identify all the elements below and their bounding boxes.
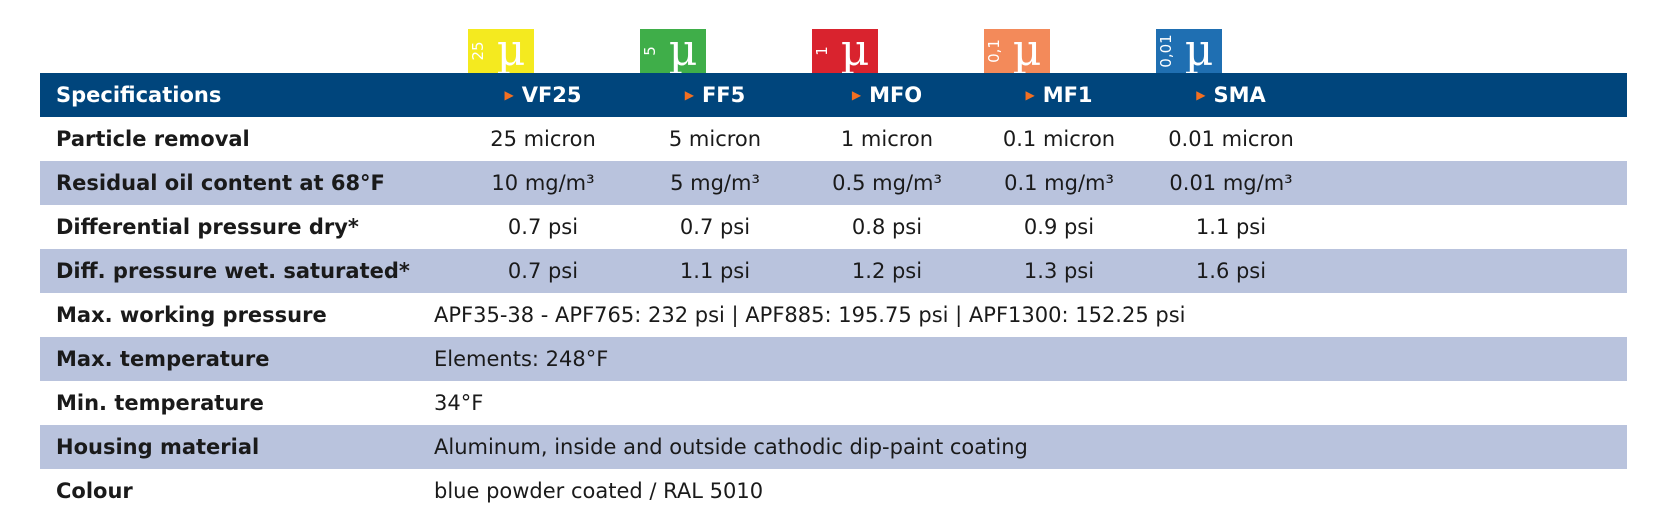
badge-value-bg: 1 <box>812 29 832 73</box>
table-row: Colour blue powder coated / RAL 5010 <box>40 469 1627 513</box>
grade-header: ▶ FF5 <box>640 73 790 117</box>
table-cell: 5 micron <box>668 127 762 151</box>
table-row: Residual oil content at 68°F 10 mg/m³ 5 … <box>40 161 1627 205</box>
badge-value-bg: 0,01 <box>1156 29 1176 73</box>
table-cell: 1.6 psi <box>1195 259 1267 283</box>
specifications-heading: Specifications <box>56 83 222 107</box>
row-label: Particle removal <box>56 127 250 151</box>
badge-value: 25 <box>469 41 487 61</box>
table-row: Max. temperature Elements: 248°F <box>40 337 1627 381</box>
row-label: Min. temperature <box>56 391 264 415</box>
table-cell: 25 micron <box>490 127 596 151</box>
grade-label: FF5 <box>701 83 746 107</box>
table-cell: 34°F <box>434 391 484 415</box>
table-cell: blue powder coated / RAL 5010 <box>434 479 764 503</box>
table-cell: 0.7 psi <box>679 215 751 239</box>
table-row: Housing material Aluminum, inside and ou… <box>40 425 1627 469</box>
table-row: Differential pressure dry* 0.7 psi 0.7 p… <box>40 205 1627 249</box>
badge-value-bg: 25 <box>468 29 488 73</box>
table-cell: APF35-38 - APF765: 232 psi | APF885: 195… <box>434 303 1186 327</box>
table-cell: 0.9 psi <box>1023 215 1095 239</box>
row-label: Diff. pressure wet. saturated* <box>56 259 410 283</box>
badge-value-bg: 0,1 <box>984 29 1004 73</box>
table-cell: 0.8 psi <box>851 215 923 239</box>
grade-header: ▶ VF25 <box>468 73 618 117</box>
table-row: Min. temperature 34°F <box>40 381 1627 425</box>
grade-header: ▶ MFO <box>812 73 962 117</box>
table-cell: 0.1 micron <box>1002 127 1116 151</box>
arrow-icon: ▶ <box>504 88 514 102</box>
arrow-icon: ▶ <box>851 88 862 102</box>
table-cell: 1.3 psi <box>1023 259 1095 283</box>
table-cell: 0.01 mg/m³ <box>1169 171 1293 195</box>
arrow-icon: ▶ <box>1025 88 1035 102</box>
specifications-table: Specifications ▶ VF25 ▶ FF5 ▶ MFO ▶ MF1 ▶ SMA… <box>40 73 1627 513</box>
grade-label: MF1 <box>1042 83 1093 107</box>
grade-header: ▶ SMA <box>1156 73 1306 117</box>
badge-value: 1 <box>813 46 831 56</box>
badge-value-bg: 5 <box>640 29 660 73</box>
grade-label: MFO <box>869 83 923 107</box>
micron-icon: µ <box>488 29 534 73</box>
badge-0-01-micron: 0,01 µ <box>1156 29 1222 73</box>
table-cell: 1.1 psi <box>679 259 751 283</box>
table-cell: 0.01 micron <box>1168 127 1294 151</box>
table-row: Particle removal 25 micron 5 micron 1 mi… <box>40 117 1627 161</box>
table-cell: 1.2 psi <box>851 259 923 283</box>
table-header-row: Specifications ▶ VF25 ▶ FF5 ▶ MFO ▶ MF1 ▶ SMA <box>40 73 1627 117</box>
micron-icon: µ <box>1004 29 1050 73</box>
badge-value: 5 <box>641 46 659 56</box>
grade-header: ▶ MF1 <box>984 73 1134 117</box>
row-label: Residual oil content at 68°F <box>56 171 385 195</box>
arrow-icon: ▶ <box>684 88 694 102</box>
micron-badges: 25 µ 5 µ 1 µ 0,1 µ 0,01 µ <box>0 0 1667 74</box>
badge-1-micron: 1 µ <box>812 29 878 73</box>
table-cell: 0.7 psi <box>507 215 579 239</box>
micron-icon: µ <box>660 29 706 73</box>
table-row: Diff. pressure wet. saturated* 0.7 psi 1… <box>40 249 1627 293</box>
badge-25-micron: 25 µ <box>468 29 534 73</box>
grade-label: SMA <box>1213 83 1266 107</box>
badge-value: 0,1 <box>985 39 1003 63</box>
table-cell: 0.1 mg/m³ <box>1004 171 1114 195</box>
row-label: Colour <box>56 479 133 503</box>
row-label: Housing material <box>56 435 260 459</box>
row-label: Differential pressure dry* <box>56 215 359 239</box>
arrow-icon: ▶ <box>1196 88 1206 102</box>
table-cell: 1.1 psi <box>1195 215 1267 239</box>
table-cell: 0.7 psi <box>507 259 579 283</box>
badge-5-micron: 5 µ <box>640 29 706 73</box>
badge-0-1-micron: 0,1 µ <box>984 29 1050 73</box>
table-cell: 0.5 mg/m³ <box>832 171 942 195</box>
table-cell: 5 mg/m³ <box>670 171 760 195</box>
table-cell: 10 mg/m³ <box>491 171 595 195</box>
table-row: Max. working pressure APF35-38 - APF765:… <box>40 293 1627 337</box>
grade-label: VF25 <box>521 83 582 107</box>
row-label: Max. working pressure <box>56 303 327 327</box>
badge-value: 0,01 <box>1157 34 1175 68</box>
row-label: Max. temperature <box>56 347 270 371</box>
micron-icon: µ <box>1176 29 1222 73</box>
table-cell: Aluminum, inside and outside cathodic di… <box>434 435 1028 459</box>
table-cell: Elements: 248°F <box>434 347 609 371</box>
table-cell: 1 micron <box>840 127 934 151</box>
micron-icon: µ <box>832 29 878 73</box>
